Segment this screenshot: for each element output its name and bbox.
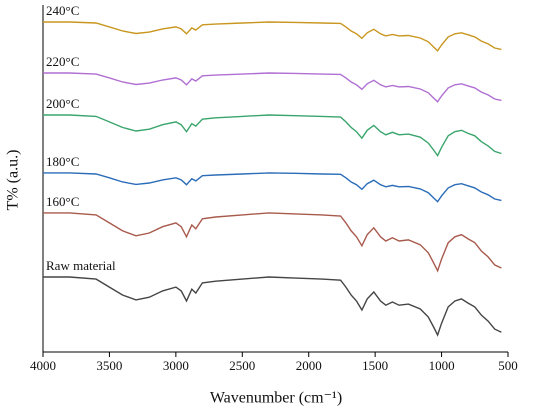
x-tick-label: 2500 [229,358,255,373]
x-tick-label: 1000 [429,358,455,373]
spectrum-line [43,172,502,203]
spectrum-line [43,212,502,273]
series-label: 160°C [46,194,79,209]
x-tick-label: 500 [498,358,518,373]
spectrum-line [43,72,502,103]
spectrum-line [43,114,502,157]
x-axis-label: Wavenumber (cm⁻¹) [210,390,342,407]
x-tick-label: 4000 [30,358,56,373]
x-tick-label: 3500 [96,358,122,373]
x-tick-label: 3000 [163,358,189,373]
spectrum-line [43,276,502,337]
series-label: 220°C [46,54,79,69]
spectrum-line [43,21,502,52]
series-label: 200°C [46,96,79,111]
series-label: 180°C [46,154,79,169]
x-tick-label: 2000 [296,358,322,373]
y-axis-label: T% (a.u.) [5,150,22,211]
series-label: Raw material [46,258,116,273]
series-label: 240°C [46,3,79,18]
x-tick-label: 1500 [362,358,388,373]
